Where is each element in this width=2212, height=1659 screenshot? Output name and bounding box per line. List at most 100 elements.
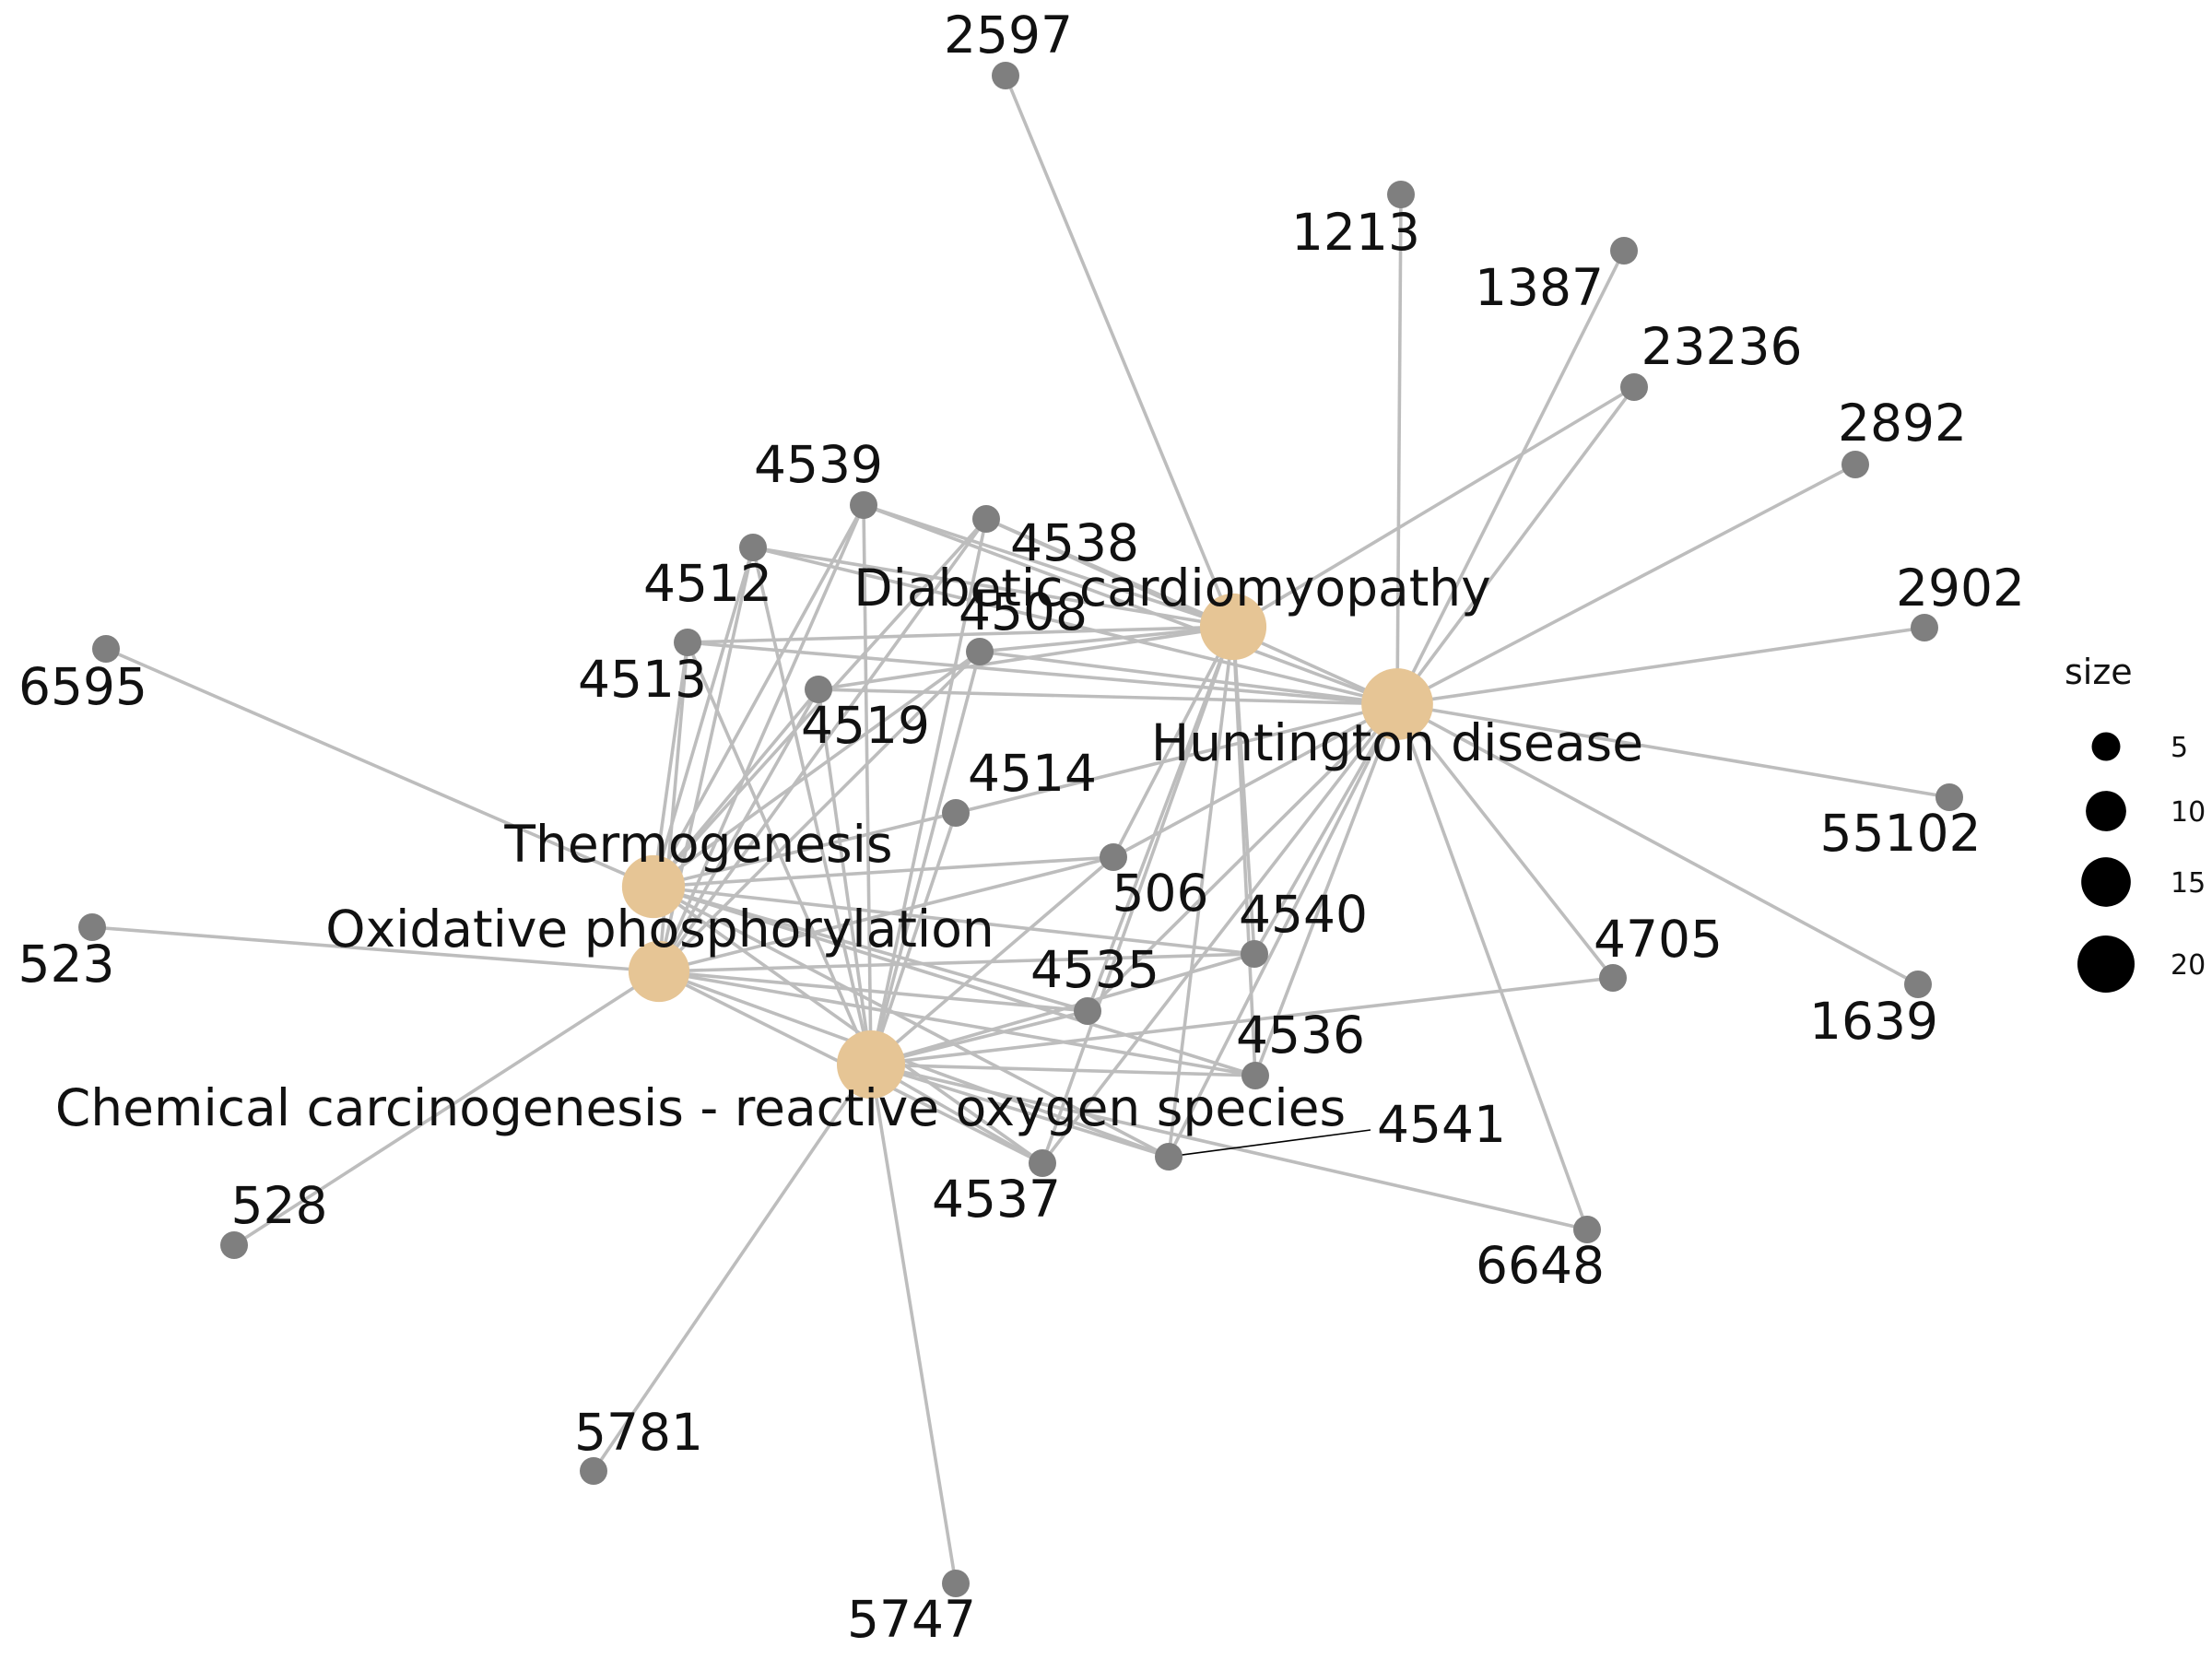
edge-HD-23236 xyxy=(1395,385,1636,706)
gene-label-2597: 2597 xyxy=(944,6,1073,65)
node-layer xyxy=(78,62,1963,1597)
edge-TG-4539 xyxy=(652,504,865,888)
edge-CC-4538 xyxy=(869,518,988,1065)
edge-HD-4508 xyxy=(979,650,1398,706)
edge-HD-2892 xyxy=(1396,463,1856,706)
gene-label-1639: 1639 xyxy=(1809,992,1938,1051)
legend-title: size xyxy=(2065,652,2133,692)
gene-node-5747 xyxy=(942,1570,970,1597)
edge-TG-4513 xyxy=(652,641,689,888)
edge-HD-506 xyxy=(1112,702,1398,859)
gene-label-528: 528 xyxy=(231,1176,328,1235)
edge-DC-4539 xyxy=(863,503,1234,629)
edge-OP-528 xyxy=(233,970,660,1247)
gene-node-4540 xyxy=(1241,940,1268,968)
gene-label-5781: 5781 xyxy=(574,1403,703,1462)
gene-node-4536 xyxy=(1241,1062,1269,1089)
legend-label-15: 15 xyxy=(2171,867,2206,900)
category-node-op xyxy=(628,940,690,1003)
edge-HD-6648 xyxy=(1395,703,1589,1230)
gene-node-2902 xyxy=(1911,614,1938,641)
edge-DC-4541 xyxy=(1167,626,1235,1158)
edge-HD-4513 xyxy=(687,641,1398,706)
gene-label-1213: 1213 xyxy=(1291,203,1420,262)
edge-CC-506 xyxy=(869,855,1115,1066)
edge-HD-4519 xyxy=(818,688,1398,706)
edge-OP-506 xyxy=(658,855,1114,973)
gene-node-4538 xyxy=(972,505,1000,533)
gene-label-4512: 4512 xyxy=(643,554,772,613)
edge-TG-4508 xyxy=(652,650,982,888)
edge-CC-4514 xyxy=(869,812,958,1065)
gene-label-4536: 4536 xyxy=(1236,1006,1365,1065)
edge-CC-5781 xyxy=(592,1063,873,1473)
category-label-cc: Chemical carcinogenesis - reactive oxyge… xyxy=(55,1078,1346,1137)
edge-TG-4519 xyxy=(652,688,820,888)
edge-CC-5747 xyxy=(869,1064,958,1584)
edge-CC-4513 xyxy=(686,641,873,1065)
gene-label-4539: 4539 xyxy=(754,435,883,494)
edge-CC-6648 xyxy=(870,1063,1588,1231)
edge-TG-4536 xyxy=(653,885,1256,1077)
gene-node-4519 xyxy=(805,676,832,703)
edge-HD-4538 xyxy=(985,517,1398,706)
gene-label-4508: 4508 xyxy=(959,582,1088,641)
edge-CC-4539 xyxy=(862,504,873,1065)
gene-node-5781 xyxy=(580,1457,607,1485)
gene-label-4538: 4538 xyxy=(1010,513,1139,572)
edge-OP-4535 xyxy=(658,970,1088,1013)
gene-node-4514 xyxy=(942,799,970,827)
legend-label-20: 20 xyxy=(2171,949,2206,982)
gene-node-4705 xyxy=(1599,964,1627,992)
gene-node-6648 xyxy=(1573,1216,1601,1243)
edge-OP-4540 xyxy=(658,952,1255,973)
gene-node-4513 xyxy=(674,629,701,656)
gene-node-4541 xyxy=(1155,1143,1182,1171)
gene-node-6595 xyxy=(92,635,120,663)
edge-TG-4540 xyxy=(653,885,1255,956)
edge-TG-4537 xyxy=(652,885,1044,1165)
gene-label-2902: 2902 xyxy=(1896,559,2025,618)
edge-HD-1639 xyxy=(1396,702,1919,986)
gene-label-6595: 6595 xyxy=(18,657,147,716)
category-node-hd xyxy=(1361,668,1433,740)
edge-CC-4536 xyxy=(870,1063,1256,1077)
edge-CC-4540 xyxy=(870,952,1255,1066)
gene-label-4541: 4541 xyxy=(1377,1095,1506,1154)
edge-CC-4508 xyxy=(869,651,982,1065)
edge-HD-4541 xyxy=(1167,703,1399,1158)
edge-CC-4512 xyxy=(751,547,873,1065)
edge-OP-4541 xyxy=(658,970,1170,1159)
edge-TG-506 xyxy=(653,855,1114,888)
edge-OP-4539 xyxy=(657,504,865,972)
category-label-hd: Huntington disease xyxy=(1151,713,1643,772)
edge-DC-4508 xyxy=(979,625,1234,653)
edge-HD-1387 xyxy=(1395,250,1626,705)
gene-label-1387: 1387 xyxy=(1475,258,1604,317)
edge-TG-6595 xyxy=(105,647,654,888)
gene-label-5747: 5747 xyxy=(847,1590,976,1649)
gene-label-6648: 6648 xyxy=(1476,1236,1605,1295)
gene-label-4514: 4514 xyxy=(968,744,1097,803)
gene-label-523: 523 xyxy=(18,935,115,994)
category-label-tg: Thermogenesis xyxy=(503,815,892,874)
edge-DC-2597 xyxy=(1004,75,1235,628)
edge-DC-4537 xyxy=(1041,626,1235,1164)
gene-label-506: 506 xyxy=(1112,864,1209,923)
legend-label-5: 5 xyxy=(2171,732,2188,764)
edge-DC-506 xyxy=(1112,626,1235,858)
gene-label-23236: 23236 xyxy=(1641,317,1803,376)
edge-OP-4538 xyxy=(657,517,988,973)
gene-node-1213 xyxy=(1387,181,1415,208)
gene-node-55102 xyxy=(1936,783,1963,811)
gene-label-55102: 55102 xyxy=(1820,804,1982,863)
gene-label-4540: 4540 xyxy=(1239,885,1368,944)
category-node-tg xyxy=(621,854,686,919)
edge-TG-4514 xyxy=(653,811,957,888)
edge-HD-1213 xyxy=(1395,194,1403,705)
gene-node-506 xyxy=(1100,843,1127,871)
edge-HD-4540 xyxy=(1253,703,1399,955)
edge-HD-4512 xyxy=(752,546,1398,706)
gene-node-1639 xyxy=(1904,971,1932,998)
